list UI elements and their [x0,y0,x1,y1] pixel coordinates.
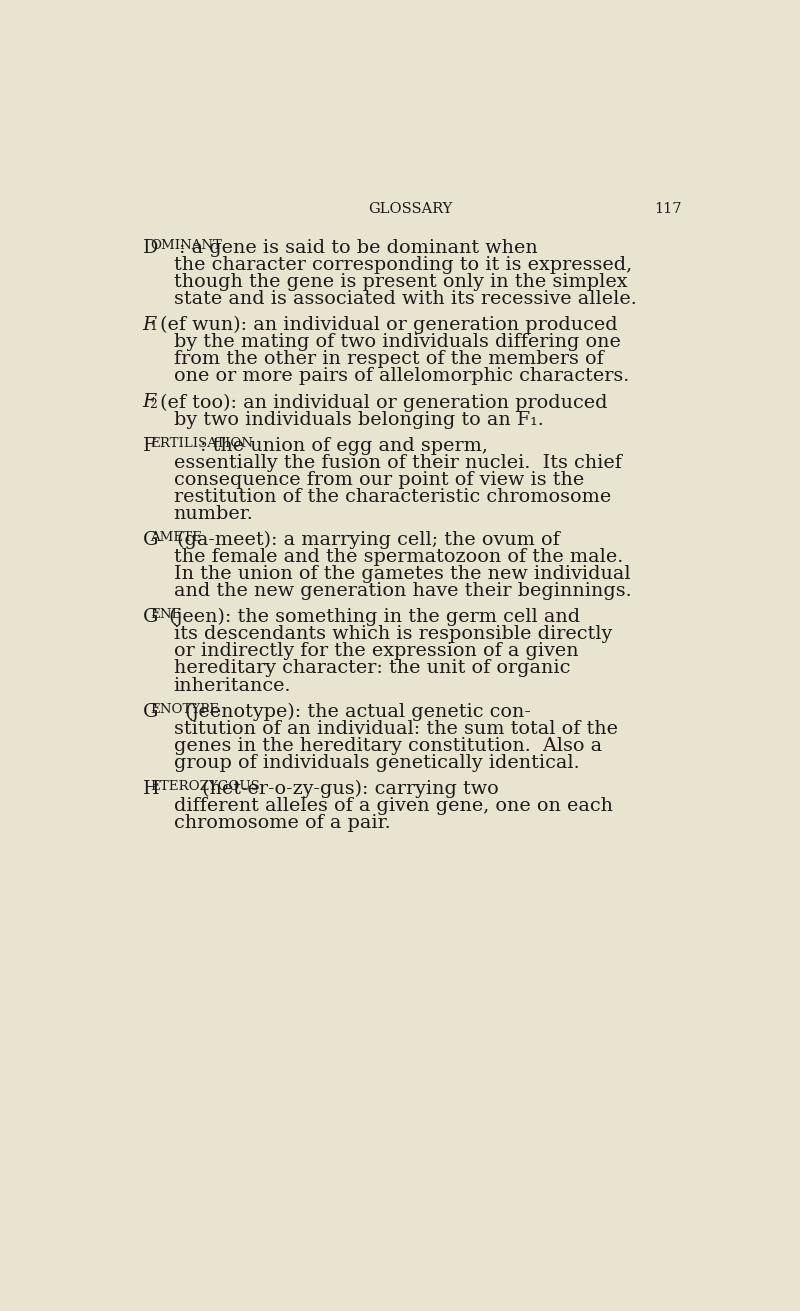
Text: hereditary character: the unit of organic: hereditary character: the unit of organi… [174,659,570,678]
Text: essentially the fusion of their nuclei.  Its chief: essentially the fusion of their nuclei. … [174,454,622,472]
Text: AMETE: AMETE [150,531,202,544]
Text: (het-er-o-zy-gus): carrying two: (het-er-o-zy-gus): carrying two [196,780,499,798]
Text: (jeen): the something in the germ cell and: (jeen): the something in the germ cell a… [163,608,580,627]
Text: chromosome of a pair.: chromosome of a pair. [174,814,390,832]
Text: F: F [142,437,156,455]
Text: 117: 117 [654,202,682,216]
Text: In the union of the gametes the new individual: In the union of the gametes the new indi… [174,565,630,583]
Text: and the new generation have their beginnings.: and the new generation have their beginn… [174,582,631,600]
Text: stitution of an individual: the sum total of the: stitution of an individual: the sum tota… [174,720,618,738]
Text: though the gene is present only in the simplex: though the gene is present only in the s… [174,273,627,291]
Text: by two individuals belonging to an F₁.: by two individuals belonging to an F₁. [174,410,543,429]
Text: number.: number. [174,505,254,523]
Text: (ef too): an individual or generation produced: (ef too): an individual or generation pr… [154,393,607,412]
Text: G: G [142,531,158,549]
Text: the female and the spermatozoon of the male.: the female and the spermatozoon of the m… [174,548,623,566]
Text: the character corresponding to it is expressed,: the character corresponding to it is exp… [174,256,632,274]
Text: : a gene is said to be dominant when: : a gene is said to be dominant when [179,239,538,257]
Text: F: F [142,393,156,412]
Text: G: G [142,608,158,627]
Text: H: H [142,780,159,798]
Text: group of individuals genetically identical.: group of individuals genetically identic… [174,754,579,772]
Text: F: F [142,316,156,334]
Text: ETEROZYGOUS: ETEROZYGOUS [150,780,260,793]
Text: ENOTYPE: ENOTYPE [150,703,219,716]
Text: its descendants which is responsible directly: its descendants which is responsible dir… [174,625,612,644]
Text: GLOSSARY: GLOSSARY [368,202,452,216]
Text: G: G [142,703,158,721]
Text: consequence from our point of view is the: consequence from our point of view is th… [174,471,584,489]
Text: 1: 1 [150,320,158,333]
Text: different alleles of a given gene, one on each: different alleles of a given gene, one o… [174,797,613,815]
Text: (ga-meet): a marrying cell; the ovum of: (ga-meet): a marrying cell; the ovum of [171,531,560,549]
Text: ERTILISATION: ERTILISATION [150,437,254,450]
Text: OMINANT: OMINANT [150,239,222,252]
Text: (jeenotype): the actual genetic con-: (jeenotype): the actual genetic con- [179,703,531,721]
Text: (ef wun): an individual or generation produced: (ef wun): an individual or generation pr… [154,316,618,334]
Text: state and is associated with its recessive allele.: state and is associated with its recessi… [174,290,636,308]
Text: or indirectly for the expression of a given: or indirectly for the expression of a gi… [174,642,578,661]
Text: restitution of the characteristic chromosome: restitution of the characteristic chromo… [174,488,611,506]
Text: genes in the hereditary constitution.  Also a: genes in the hereditary constitution. Al… [174,737,602,755]
Text: 2: 2 [150,397,158,410]
Text: : the union of egg and sperm,: : the union of egg and sperm, [200,437,488,455]
Text: inheritance.: inheritance. [174,676,291,695]
Text: from the other in respect of the members of: from the other in respect of the members… [174,350,603,368]
Text: one or more pairs of allelomorphic characters.: one or more pairs of allelomorphic chara… [174,367,629,385]
Text: by the mating of two individuals differing one: by the mating of two individuals differi… [174,333,621,351]
Text: ENE: ENE [150,608,182,621]
Text: D: D [142,239,158,257]
